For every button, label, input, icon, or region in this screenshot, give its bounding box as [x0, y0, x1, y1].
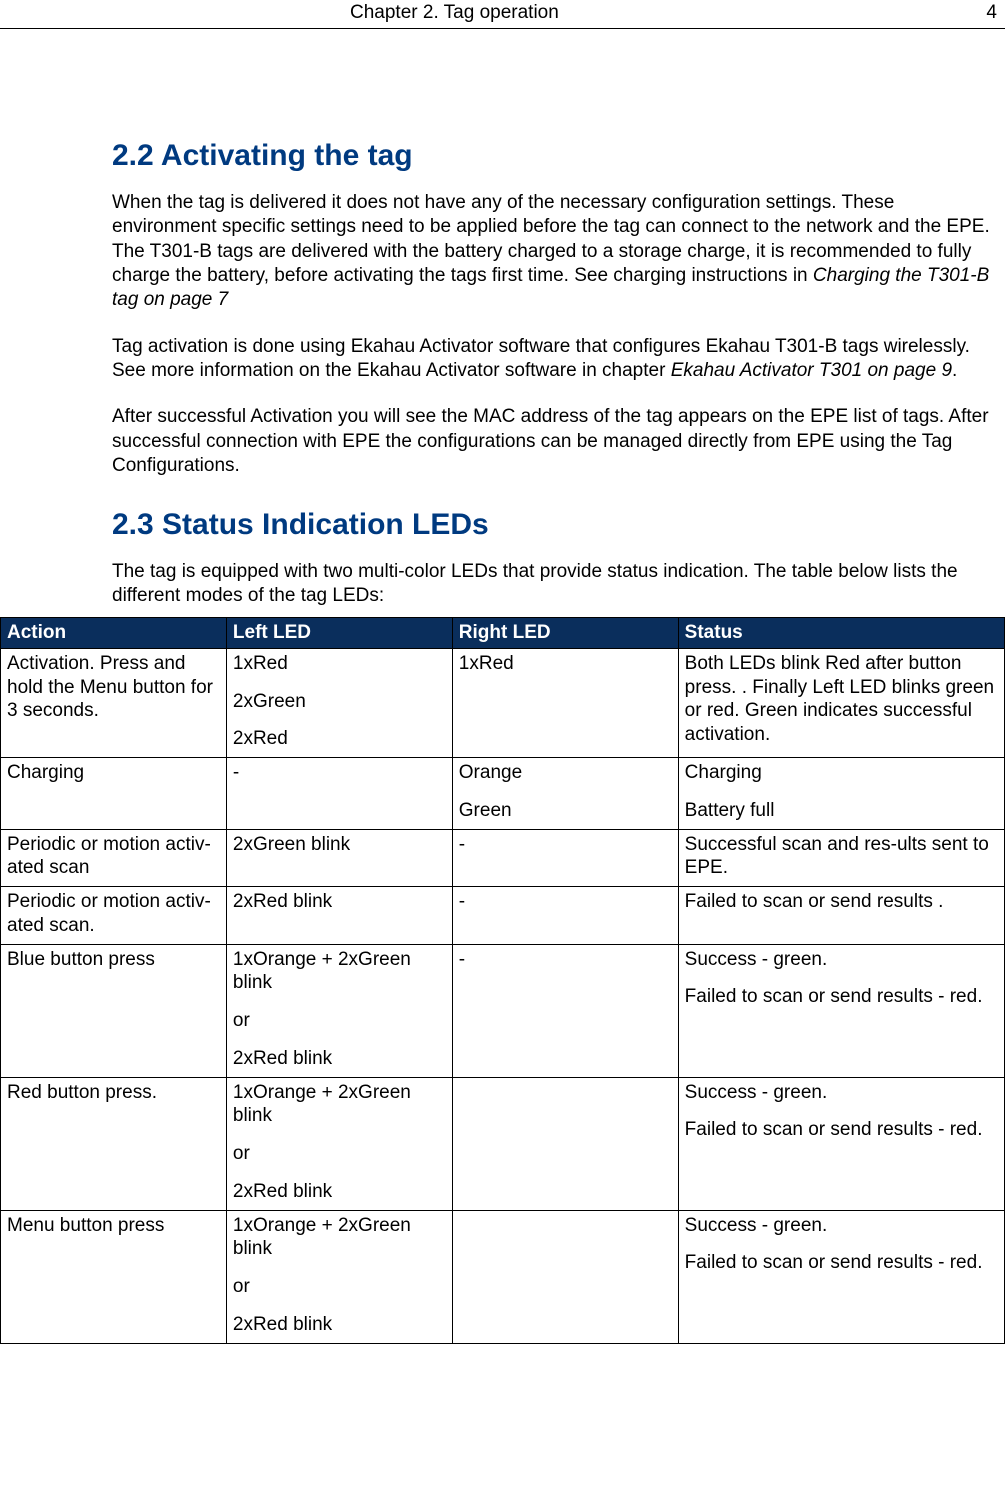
- cell-text: Menu button press: [7, 1214, 220, 1238]
- table-row: Charging-OrangeGreenChargingBattery full: [1, 758, 1005, 830]
- cell-text: Failed to scan or send results - red.: [685, 985, 998, 1009]
- section-2-3-heading: 2.3 Status Indication LEDs: [112, 508, 1005, 542]
- table-cell-action: Activation. Press and hold the Menu butt…: [1, 648, 227, 757]
- text-run: .: [952, 360, 957, 381]
- table-row: Periodic or motion activ-ated scan 2xGree…: [1, 829, 1005, 887]
- page: Chapter 2. Tag operation 4 2.2 Activatin…: [0, 0, 1005, 1491]
- table-cell-action: Periodic or motion activ-ated scan: [1, 829, 227, 887]
- table-cell-left: 1xOrange + 2xGreen blink or 2xRed blink: [226, 944, 452, 1077]
- cell-text: Failed to scan or send results - red.: [685, 1118, 998, 1142]
- cell-text: 2xGreen blink: [233, 833, 446, 857]
- cell-text: -: [459, 890, 672, 914]
- cell-text: Failed to scan or send results - red.: [685, 1251, 998, 1275]
- table-row: Periodic or motion activ-ated scan. 2xRed…: [1, 887, 1005, 945]
- table-cell-left: 1xRed 2xGreen 2xRed: [226, 648, 452, 757]
- table-header-status: Status: [678, 617, 1004, 648]
- page-number: 4: [986, 2, 997, 24]
- table-header-right-led: Right LED: [452, 617, 678, 648]
- table-cell-action: Periodic or motion activ-ated scan.: [1, 887, 227, 945]
- table-row: Activation. Press and hold the Menu butt…: [1, 648, 1005, 757]
- cell-text: or: [233, 1142, 446, 1166]
- table-row: Red button press.1xOrange + 2xGreen blin…: [1, 1077, 1005, 1210]
- table-cell-right: -: [452, 829, 678, 887]
- cell-text: Battery full: [685, 799, 998, 823]
- table-cell-right: [452, 1210, 678, 1343]
- page-header: Chapter 2. Tag operation 4: [0, 0, 1005, 29]
- page-header-inner: Chapter 2. Tag operation 4: [0, 2, 1005, 24]
- cell-text: 2xRed blink: [233, 1313, 446, 1337]
- cell-text: Blue button press: [7, 948, 220, 972]
- cell-text: Periodic or motion activ-ated scan.: [7, 890, 220, 938]
- table-cell-left: 2xGreen blink: [226, 829, 452, 887]
- table-cell-status: Charging Battery full: [678, 758, 1004, 830]
- cell-text: Charging: [7, 761, 220, 785]
- table-cell-action: Charging: [1, 758, 227, 830]
- page-content: 2.2 Activating the tag When the tag is d…: [0, 29, 1005, 1344]
- table-row: Menu button press1xOrange + 2xGreen blin…: [1, 1210, 1005, 1343]
- table-cell-left: -: [226, 758, 452, 830]
- table-cell-status: Both LEDs blink Red after button press. …: [678, 648, 1004, 757]
- cell-text: 2xRed blink: [233, 1180, 446, 1204]
- cell-text: Success - green.: [685, 948, 998, 972]
- cell-text: or: [233, 1009, 446, 1033]
- table-cell-left: 1xOrange + 2xGreen blink or 2xRed blink: [226, 1210, 452, 1343]
- cell-text: Red button press.: [7, 1081, 220, 1105]
- cell-text: 2xRed: [233, 727, 446, 751]
- table-cell-left: 1xOrange + 2xGreen blink or 2xRed blink: [226, 1077, 452, 1210]
- table-cell-left: 2xRed blink: [226, 887, 452, 945]
- cell-text: 1xOrange + 2xGreen blink: [233, 1214, 446, 1262]
- cell-text: -: [459, 948, 672, 972]
- cell-text: 1xOrange + 2xGreen blink: [233, 948, 446, 996]
- section-2-2-paragraph-2: Tag activation is done using Ekahau Acti…: [112, 335, 997, 384]
- cell-text: 1xOrange + 2xGreen blink: [233, 1081, 446, 1129]
- table-cell-action: Blue button press: [1, 944, 227, 1077]
- cell-text: Success - green.: [685, 1214, 998, 1238]
- cell-text: 1xRed: [459, 652, 672, 676]
- cell-text: Green: [459, 799, 672, 823]
- cell-text: Charging: [685, 761, 998, 785]
- table-cell-action: Red button press.: [1, 1077, 227, 1210]
- cell-text: Successful scan and res-ults sent to EPE…: [685, 833, 998, 881]
- cell-text: 2xRed blink: [233, 890, 446, 914]
- chapter-title: Chapter 2. Tag operation: [350, 2, 559, 24]
- table-cell-status: Successful scan and res-ults sent to EPE…: [678, 829, 1004, 887]
- cell-text: 2xRed blink: [233, 1047, 446, 1071]
- table-cell-status: Failed to scan or send results .: [678, 887, 1004, 945]
- cell-text: Both LEDs blink Red after button press. …: [685, 652, 998, 747]
- section-2-3-paragraph-1: The tag is equipped with two multi-color…: [112, 560, 997, 609]
- section-2-2-heading: 2.2 Activating the tag: [112, 139, 1005, 173]
- table-cell-right: -: [452, 887, 678, 945]
- section-2-2-paragraph-3: After successful Activation you will see…: [112, 405, 997, 478]
- table-row: Blue button press1xOrange + 2xGreen blin…: [1, 944, 1005, 1077]
- cell-text: Orange: [459, 761, 672, 785]
- cell-text: Activation. Press and hold the Menu butt…: [7, 652, 220, 723]
- table-cell-status: Success - green. Failed to scan or send r…: [678, 1077, 1004, 1210]
- led-status-table: Action Left LED Right LED Status Activat…: [0, 617, 1005, 1344]
- section-2-2-paragraph-1: When the tag is delivered it does not ha…: [112, 191, 997, 313]
- table-cell-action: Menu button press: [1, 1210, 227, 1343]
- cell-text: Failed to scan or send results .: [685, 890, 998, 914]
- cell-text: -: [233, 761, 446, 785]
- cell-text: -: [459, 833, 672, 857]
- table-header-action: Action: [1, 617, 227, 648]
- table-cell-right: 1xRed: [452, 648, 678, 757]
- cell-text: Periodic or motion activ-ated scan: [7, 833, 220, 881]
- table-cell-status: Success - green. Failed to scan or send r…: [678, 1210, 1004, 1343]
- cell-text: 2xGreen: [233, 690, 446, 714]
- table-header-row: Action Left LED Right LED Status: [1, 617, 1005, 648]
- table-cell-right: -: [452, 944, 678, 1077]
- table-header-left-led: Left LED: [226, 617, 452, 648]
- reference-activator: Ekahau Activator T301 on page 9: [671, 360, 952, 381]
- table-cell-status: Success - green. Failed to scan or send r…: [678, 944, 1004, 1077]
- cell-text: 1xRed: [233, 652, 446, 676]
- table-body: Activation. Press and hold the Menu butt…: [1, 648, 1005, 1343]
- cell-text: Success - green.: [685, 1081, 998, 1105]
- table-cell-right: Orange Green: [452, 758, 678, 830]
- table-cell-right: [452, 1077, 678, 1210]
- cell-text: or: [233, 1275, 446, 1299]
